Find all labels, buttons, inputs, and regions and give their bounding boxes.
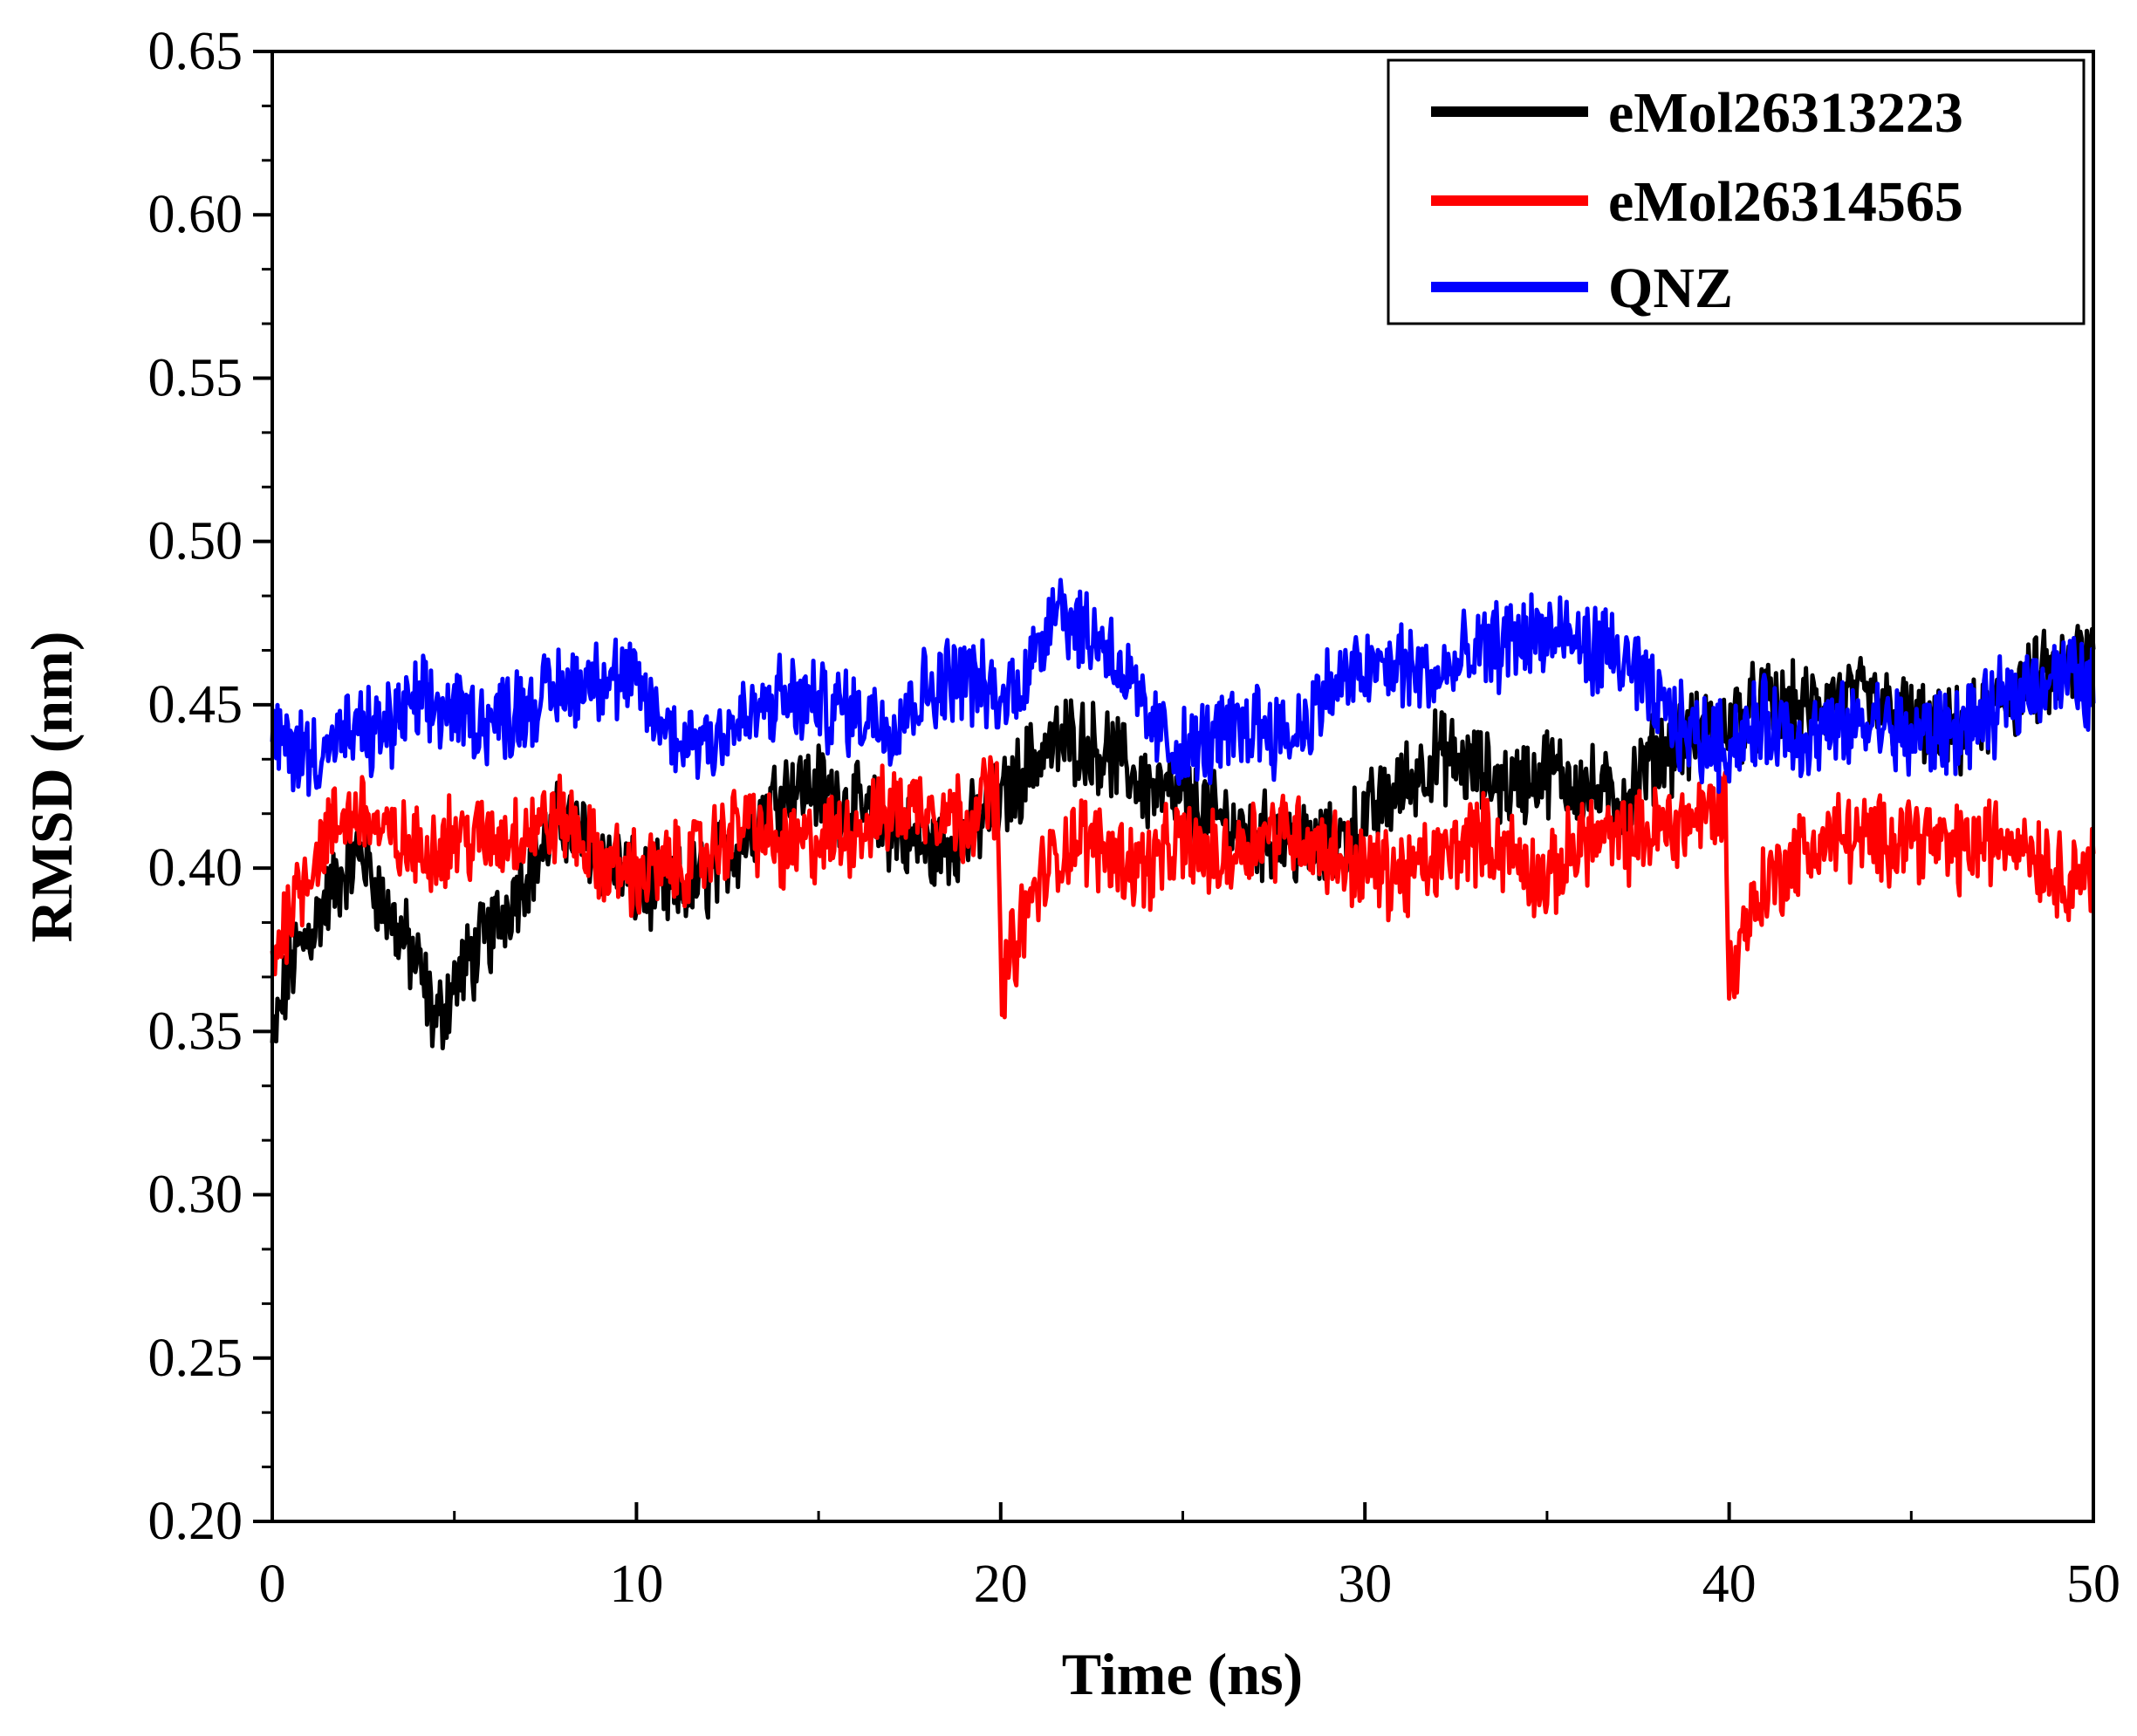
legend-box bbox=[1387, 58, 2086, 325]
legend-label-qnz: QNZ bbox=[1608, 256, 1733, 320]
y-tick-label-0.20: 0.20 bbox=[148, 1492, 243, 1551]
x-tick-label-0: 0 bbox=[259, 1555, 286, 1614]
x-tick-label-40: 40 bbox=[1702, 1555, 1757, 1614]
y-tick-label-0.65: 0.65 bbox=[148, 22, 243, 81]
y-tick-label-0.60: 0.60 bbox=[148, 185, 243, 244]
x-tick-label-50: 50 bbox=[2066, 1555, 2120, 1614]
series-line-emol26313223 bbox=[270, 624, 2096, 1050]
y-axis-title: RMSD (nm) bbox=[18, 632, 85, 943]
y-tick-label-0.50: 0.50 bbox=[148, 512, 243, 571]
y-tick-label-0.40: 0.40 bbox=[148, 838, 243, 898]
x-axis-ticks: 0 10 20 30 40 50 bbox=[259, 1502, 2120, 1614]
legend: eMol26313223 eMol26314565 QNZ bbox=[1387, 58, 2086, 325]
y-tick-label-0.35: 0.35 bbox=[148, 1001, 243, 1061]
y-axis-ticks: 0.20 0.25 0.30 0.35 0.40 0.45 0.50 0.55 0.60 0.65 bbox=[148, 22, 272, 1551]
series-line-qnz bbox=[270, 578, 2096, 797]
x-tick-label-20: 20 bbox=[974, 1555, 1028, 1614]
series-layer bbox=[270, 578, 2096, 1050]
x-tick-label-10: 10 bbox=[609, 1555, 663, 1614]
legend-label-emol26313223: eMol26313223 bbox=[1608, 81, 1963, 145]
y-tick-label-0.25: 0.25 bbox=[148, 1329, 243, 1388]
y-tick-label-0.45: 0.45 bbox=[148, 675, 243, 735]
y-tick-label-0.30: 0.30 bbox=[148, 1165, 243, 1225]
x-axis-title: Time (ns) bbox=[1062, 1641, 1303, 1707]
x-tick-label-30: 30 bbox=[1338, 1555, 1392, 1614]
legend-label-emol26314565: eMol26314565 bbox=[1608, 170, 1963, 234]
series-line-emol26314565 bbox=[270, 755, 2096, 1020]
y-tick-label-0.55: 0.55 bbox=[148, 348, 243, 407]
